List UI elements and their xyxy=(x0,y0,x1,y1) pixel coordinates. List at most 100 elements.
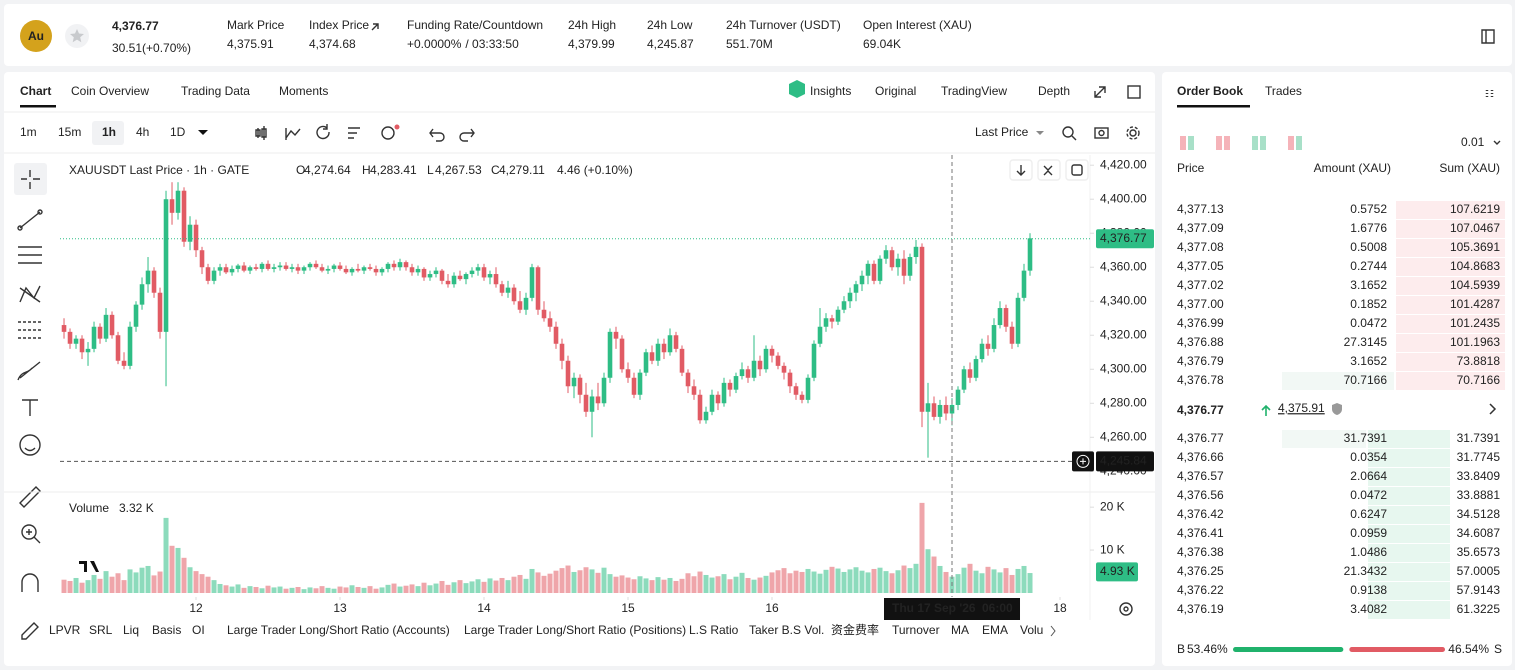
ob-precision[interactable]: 0.01 xyxy=(1461,135,1485,149)
candle-body xyxy=(763,348,769,370)
bid-amount: 0.6247 xyxy=(1350,507,1387,521)
ask-price[interactable]: 4,377.05 xyxy=(1177,259,1224,273)
indicator[interactable]: MA xyxy=(951,623,969,637)
price-tick-label: 4,360.00 xyxy=(1100,259,1147,273)
ob-mode[interactable] xyxy=(1180,136,1186,150)
volume-bar xyxy=(925,549,931,593)
indicator[interactable]: Liq xyxy=(123,623,139,637)
bid-price[interactable]: 4,376.42 xyxy=(1177,507,1224,521)
candle-body xyxy=(799,394,805,400)
volume-bar xyxy=(811,571,817,593)
volume-bar xyxy=(487,578,493,593)
indicator[interactable]: Turnover xyxy=(892,623,940,637)
volume-bar xyxy=(283,588,289,593)
ask-price[interactable]: 4,377.02 xyxy=(1177,278,1224,292)
scroll-right[interactable] xyxy=(1050,625,1056,637)
view-tab[interactable]: Insights xyxy=(810,84,851,98)
time-tick-label: 15 xyxy=(621,601,635,615)
ask-price[interactable]: 4,376.88 xyxy=(1177,335,1224,349)
book-icon[interactable] xyxy=(1481,29,1495,44)
buy-ratio: 53.46% xyxy=(1187,642,1228,656)
window-icon[interactable] xyxy=(1127,85,1141,99)
bid-price[interactable]: 4,376.25 xyxy=(1177,564,1224,578)
ask-price[interactable]: 4,377.00 xyxy=(1177,297,1224,311)
ob-mode[interactable] xyxy=(1216,136,1222,150)
indicator[interactable]: Large Trader Long/Short Ratio (Positions… xyxy=(464,623,686,637)
interval[interactable]: 1D xyxy=(170,125,186,139)
candle-body xyxy=(793,386,799,395)
interval[interactable]: 4h xyxy=(136,125,149,139)
candle-body xyxy=(295,267,301,271)
indicator[interactable]: 资金费率 xyxy=(831,622,879,637)
dropdown[interactable] xyxy=(1036,131,1044,135)
volume-bar xyxy=(847,569,853,593)
view-tab[interactable]: Original xyxy=(875,84,916,98)
interval[interactable]: 1h xyxy=(102,125,116,139)
indicator[interactable]: Large Trader Long/Short Ratio (Accounts) xyxy=(227,623,450,637)
dropdown[interactable] xyxy=(1493,140,1501,145)
bid-amount: 0.0354 xyxy=(1350,450,1387,464)
interval[interactable]: 15m xyxy=(58,125,81,139)
drawing-tools[interactable] xyxy=(14,163,47,640)
volume-bar xyxy=(1015,568,1021,593)
bid-price[interactable]: 4,376.22 xyxy=(1177,583,1224,597)
candle-body xyxy=(925,403,931,412)
view-tab[interactable]: TradingView xyxy=(941,84,1007,98)
volume-bar xyxy=(379,587,385,593)
expand-icon[interactable] xyxy=(1094,86,1106,98)
volume-bar xyxy=(649,580,655,593)
ob-mode[interactable] xyxy=(1260,136,1266,150)
indicator[interactable]: LPVR xyxy=(49,623,81,637)
indicator[interactable]: EMA xyxy=(982,623,1008,637)
ask-amount: 70.7166 xyxy=(1344,373,1388,387)
bid-price[interactable]: 4,376.19 xyxy=(1177,602,1224,616)
coin-symbol: Au xyxy=(28,29,44,43)
dropdown[interactable] xyxy=(198,130,208,135)
candle-body xyxy=(853,284,859,293)
volume-bar xyxy=(409,584,415,593)
volume-bar xyxy=(205,576,211,593)
bid-price[interactable]: 4,376.77 xyxy=(1177,431,1224,445)
bid-price[interactable]: 4,376.56 xyxy=(1177,488,1224,502)
ask-price[interactable]: 4,376.99 xyxy=(1177,316,1224,330)
ob-mode[interactable] xyxy=(1188,136,1194,150)
candle-body xyxy=(835,309,841,322)
chart-buttons[interactable] xyxy=(1009,159,1133,616)
candle-body xyxy=(367,267,373,269)
candle-body xyxy=(595,396,601,404)
ob-tab[interactable]: Order Book xyxy=(1177,84,1243,98)
bid-price[interactable]: 4,376.38 xyxy=(1177,545,1224,559)
indicator[interactable]: L.S Ratio xyxy=(689,623,739,637)
ask-price[interactable]: 4,377.13 xyxy=(1177,202,1224,216)
ask-amount: 27.3145 xyxy=(1344,335,1388,349)
indicator[interactable]: Taker B.S Vol. xyxy=(749,623,824,637)
toolbar-icons[interactable] xyxy=(255,90,1494,142)
price-type[interactable]: Last Price xyxy=(975,125,1029,139)
chevron[interactable] xyxy=(1489,403,1497,415)
volume-bar xyxy=(823,569,829,593)
indicator[interactable]: SRL xyxy=(89,623,113,637)
bid-price[interactable]: 4,376.41 xyxy=(1177,526,1224,540)
up-arrow xyxy=(1261,404,1271,416)
indicator[interactable]: OI xyxy=(192,623,205,637)
indicator[interactable]: Volu xyxy=(1020,623,1043,637)
ob-tab[interactable]: Trades xyxy=(1265,84,1302,98)
tab[interactable]: Moments xyxy=(279,84,328,98)
tab[interactable]: Trading Data xyxy=(181,84,250,98)
candle-body xyxy=(667,335,673,353)
tab[interactable]: Coin Overview xyxy=(71,84,149,98)
indicator[interactable]: Basis xyxy=(152,623,181,637)
bid-price[interactable]: 4,376.66 xyxy=(1177,450,1224,464)
ask-price[interactable]: 4,377.08 xyxy=(1177,240,1224,254)
ask-price[interactable]: 4,376.78 xyxy=(1177,373,1224,387)
ob-mode[interactable] xyxy=(1288,136,1294,150)
ob-mode[interactable] xyxy=(1296,136,1302,150)
interval[interactable]: 1m xyxy=(20,125,37,139)
tab[interactable]: Chart xyxy=(20,84,51,98)
ask-price[interactable]: 4,377.09 xyxy=(1177,221,1224,235)
ob-mode[interactable] xyxy=(1252,136,1258,150)
ob-mode[interactable] xyxy=(1224,136,1230,150)
bid-price[interactable]: 4,376.57 xyxy=(1177,469,1224,483)
ask-price[interactable]: 4,376.79 xyxy=(1177,354,1224,368)
view-tab[interactable]: Depth xyxy=(1038,84,1070,98)
